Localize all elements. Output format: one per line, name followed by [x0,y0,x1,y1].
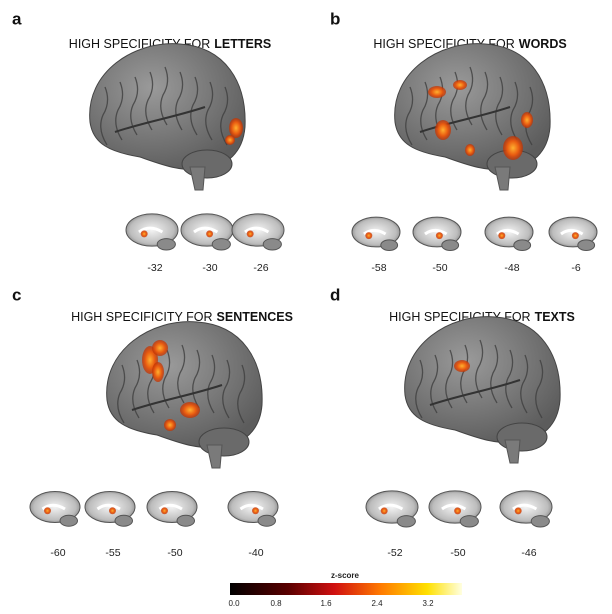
cerebellum [497,423,547,451]
slice-label: -48 [504,262,519,274]
brainstem [190,167,205,190]
colorbar-tick-label: 1.6 [320,599,332,608]
slice-cerebellum [460,516,478,527]
panel-letter: b [330,9,340,28]
brain-lateral [405,317,560,443]
activation [465,144,475,156]
slice-cerebellum [514,240,531,251]
slice-activation [252,507,259,514]
slice-activation [454,507,461,514]
activation [435,120,451,140]
colorbar-tick-label: 2.4 [371,599,383,608]
panel-letter: a [12,9,22,28]
slice-activation [44,507,51,514]
colorbar-tick-label: 0.0 [228,599,240,608]
activation [521,112,533,128]
slice-activation [515,507,522,514]
panel: dHIGH SPECIFICITY FORTEXTS-52-50-46 [330,285,575,558]
slice-cerebellum [115,515,133,526]
slice-activation [572,232,579,239]
slice-label: -50 [432,262,447,274]
slice-label: -32 [147,262,162,274]
slice-activation [498,232,505,239]
brainstem [505,440,520,463]
slice-label: -55 [105,547,120,559]
colorbar-gradient [230,583,462,595]
title-bold: TEXTS [535,310,575,324]
slice-activation [436,232,443,239]
activation [180,402,200,418]
slice-cerebellum [177,515,195,526]
slice-cerebellum [442,240,459,251]
slice-cerebellum [397,516,415,527]
brainstem [207,445,222,468]
slice-label: -46 [521,547,536,559]
activation [225,135,235,145]
slice-activation [109,507,116,514]
slice-label: -6 [571,262,580,274]
slice-cerebellum [578,240,595,251]
slice-label: -50 [167,547,182,559]
slice-cerebellum [263,239,281,250]
figure: z-score 0.00.81.62.43.2 aHIGH SPECIFICIT… [0,0,612,609]
slice-activation [141,230,148,237]
slice-activation [247,230,254,237]
slice-label: -40 [248,547,263,559]
panel-letter: c [12,285,21,304]
title-bold: WORDS [519,37,567,51]
activation [152,362,164,382]
activation [453,80,467,90]
slice-label: -30 [202,262,217,274]
slice-cerebellum [381,240,398,251]
activation [229,118,243,138]
slice-activation [161,507,168,514]
slice-label: -26 [253,262,268,274]
slice-activation [365,232,372,239]
colorbar-tick-label: 0.8 [270,599,282,608]
slice-label: -50 [450,547,465,559]
activation [428,86,446,98]
colorbar-tick-label: 3.2 [422,599,434,608]
activation [503,136,523,160]
slice-label: -58 [371,262,386,274]
slice-cerebellum [531,516,549,527]
slice-cerebellum [258,515,276,526]
slice-cerebellum [212,239,230,250]
slice-label: -52 [387,547,402,559]
brain-lateral [90,44,245,170]
panel-letter: d [330,285,340,304]
colorbar: z-score 0.0 0.8 1.6 2.4 3.2 [228,571,462,608]
activation [164,419,176,431]
slice-label: -60 [50,547,65,559]
title-bold: SENTENCES [217,310,293,324]
brainstem [495,167,510,190]
slice-activation [381,507,388,514]
slice-activation [206,230,213,237]
title-bold: LETTERS [214,37,271,51]
brain-lateral [107,322,262,448]
activation [454,360,470,372]
page: {"panels": [ {"letter": "a", "title_pref… [0,0,612,609]
cerebellum [182,150,232,178]
colorbar-label: z-score [331,571,360,580]
activation [152,340,168,356]
cerebellum [199,428,249,456]
slice-cerebellum [60,515,78,526]
slice-cerebellum [157,239,175,250]
